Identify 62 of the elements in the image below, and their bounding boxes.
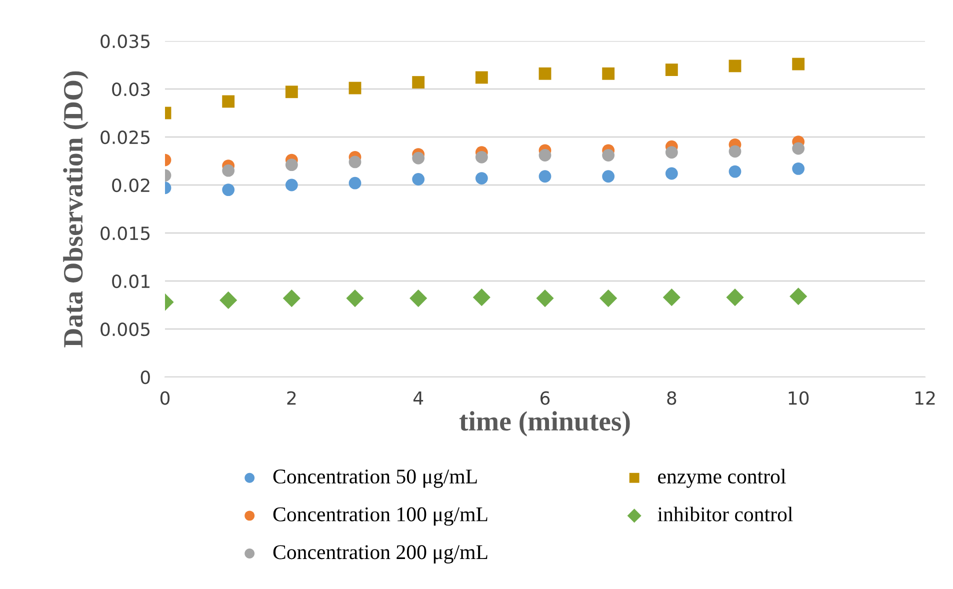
y-tick-label: 0.02	[112, 178, 150, 192]
point	[792, 58, 805, 70]
x-axis-title: time (minutes)	[459, 411, 630, 436]
point	[665, 167, 678, 180]
point	[665, 64, 678, 76]
point	[222, 184, 235, 196]
x-tick-label: 12	[915, 391, 935, 405]
point	[475, 172, 488, 184]
point	[472, 288, 490, 306]
point	[348, 82, 362, 94]
point	[346, 289, 364, 308]
y-tick-label: 0.03	[112, 82, 150, 96]
point	[412, 76, 425, 88]
point	[410, 289, 428, 308]
legend-label: inhibitor control	[658, 506, 793, 522]
point	[285, 178, 298, 192]
x-tick-label: 10	[788, 391, 809, 405]
point	[602, 149, 615, 162]
point	[220, 291, 238, 309]
point	[538, 67, 552, 80]
legend-label: Concentration 50 μg/mL	[273, 469, 477, 488]
y-axis-title: Data Observation (DO)	[63, 71, 88, 348]
point	[665, 146, 678, 159]
point	[538, 149, 552, 162]
point	[790, 288, 808, 306]
point	[222, 95, 235, 108]
point	[726, 288, 744, 306]
point	[792, 162, 805, 175]
point	[792, 142, 805, 155]
point	[285, 86, 298, 98]
x-tick-label: 4	[413, 391, 424, 405]
point	[348, 156, 362, 168]
point	[285, 158, 298, 172]
x-tick-label: 8	[667, 391, 676, 405]
point	[475, 71, 488, 84]
legend-label: enzyme control	[658, 468, 786, 488]
point	[602, 170, 615, 183]
y-tick-label: 0.035	[100, 34, 150, 48]
point	[475, 150, 488, 164]
point	[222, 164, 235, 177]
point	[282, 289, 300, 308]
point	[412, 173, 425, 186]
x-tick-label: 2	[287, 391, 296, 405]
point	[662, 288, 680, 306]
y-tick-label: 0.01	[112, 274, 150, 288]
y-tick-label: 0.005	[100, 322, 150, 336]
legend-label: Concentration 100 μg/mL	[273, 507, 488, 526]
y-tick-label: 0.015	[100, 226, 150, 240]
y-tick-label: 0	[140, 370, 150, 384]
y-tick-label: 0.025	[100, 130, 150, 144]
point	[728, 60, 742, 72]
point	[536, 289, 554, 308]
x-tick-label: 6	[540, 391, 550, 405]
point	[728, 165, 742, 178]
point	[602, 67, 615, 80]
point	[538, 170, 552, 183]
point	[412, 152, 425, 164]
point	[348, 176, 362, 190]
point	[728, 145, 742, 158]
point	[600, 289, 618, 308]
x-tick-label: 0	[160, 391, 170, 405]
legend-label: Concentration 200 μg/mL	[273, 545, 488, 564]
